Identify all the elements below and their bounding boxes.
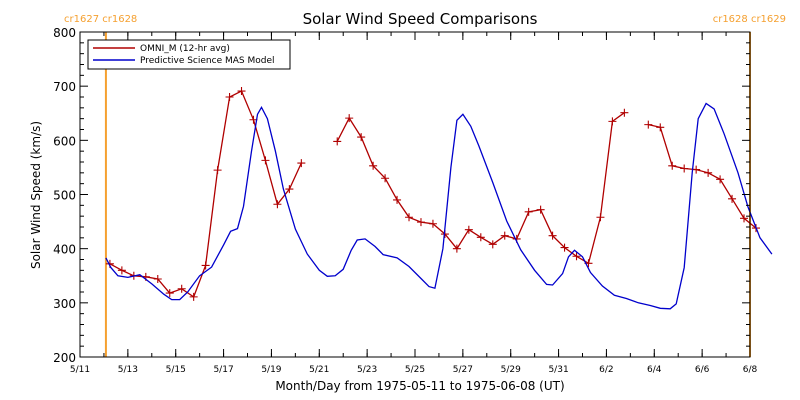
data-point-marker	[608, 117, 617, 126]
data-point-marker	[656, 123, 665, 132]
x-tick-label: 5/29	[501, 365, 521, 375]
series-line	[105, 102, 773, 310]
legend: OMNI_M (12-hr avg) Predictive Science MAS…	[87, 39, 291, 70]
y-tick-label: 300	[53, 297, 76, 311]
y-tick-label: 400	[53, 243, 76, 257]
y-tick-label: 700	[53, 80, 76, 94]
data-point-marker	[117, 266, 126, 275]
x-tick-label: 6/2	[599, 365, 613, 375]
data-point-marker	[393, 195, 402, 204]
data-point-marker	[548, 231, 557, 240]
data-point-marker	[213, 166, 222, 175]
data-point-marker	[536, 205, 545, 214]
data-point-marker	[237, 87, 246, 96]
x-tick-label: 5/21	[309, 365, 329, 375]
legend-box	[87, 39, 291, 70]
axes: 200 300 400 500 600 700 800 5/11 5/13 5/15 5/17 5/1…	[53, 26, 757, 375]
data-point-marker	[165, 289, 174, 298]
legend-label: Predictive Science MAS Model	[140, 56, 275, 66]
x-axis-label: Month/Day from 1975-05-11 to 1975-06-08 …	[275, 379, 564, 393]
data-point-marker	[692, 165, 701, 174]
legend-label: OMNI_M (12-hr avg)	[140, 44, 230, 54]
plot-frame	[79, 31, 751, 358]
x-tick-label: 5/25	[405, 365, 425, 375]
data-point-marker	[189, 292, 198, 301]
data-point-marker	[704, 168, 713, 177]
data-point-marker	[716, 175, 725, 184]
data-point-marker	[428, 219, 437, 228]
x-tick-label: 5/23	[357, 365, 377, 375]
y-axis-label: Solar Wind Speed (km/s)	[29, 121, 43, 269]
x-tick-label: 5/15	[166, 365, 186, 375]
data-point-marker	[728, 194, 737, 203]
x-tick-label: 5/13	[118, 365, 138, 375]
data-point-marker	[201, 261, 210, 270]
data-point-marker	[560, 243, 569, 252]
data-point-marker	[381, 174, 390, 183]
data-point-marker	[464, 225, 473, 234]
data-point-marker	[524, 207, 533, 216]
carrington-marker-label: cr1627 cr1628	[64, 14, 137, 25]
chart-title: Solar Wind Speed Comparisons	[303, 10, 538, 28]
x-tick-label: 5/19	[261, 365, 281, 375]
data-point-marker	[680, 164, 689, 173]
y-tick-label: 600	[53, 134, 76, 148]
x-tick-label: 6/6	[695, 365, 710, 375]
y-tick-label: 200	[53, 351, 76, 365]
x-tick-label: 5/17	[213, 365, 233, 375]
data-point-marker	[620, 108, 629, 117]
data-point-marker	[285, 185, 294, 194]
data-point-marker	[177, 284, 186, 293]
data-point-marker	[416, 218, 425, 227]
data-point-marker	[596, 213, 605, 222]
x-tick-label: 5/27	[453, 365, 473, 375]
data-point-marker	[225, 93, 234, 101]
x-tick-label: 6/8	[743, 365, 758, 375]
data-point-marker	[500, 231, 509, 240]
y-tick-label: 800	[53, 26, 76, 40]
y-tick-label: 500	[53, 189, 76, 203]
data-point-marker	[369, 161, 378, 170]
data-point-marker	[452, 244, 461, 253]
carrington-marker-label: cr1628 cr1629	[713, 14, 786, 25]
data-point-marker	[405, 213, 414, 222]
x-tick-label: 5/11	[70, 365, 90, 375]
data-point-marker	[644, 120, 653, 129]
x-tick-label: 6/4	[647, 365, 662, 375]
data-point-marker	[153, 275, 162, 283]
series-layer	[105, 87, 773, 310]
data-point-marker	[476, 233, 485, 242]
data-point-marker	[345, 114, 354, 123]
data-point-marker	[333, 137, 342, 146]
data-point-marker	[261, 156, 270, 165]
data-point-marker	[357, 133, 366, 142]
data-point-marker	[572, 252, 581, 261]
data-point-marker	[273, 200, 282, 209]
data-point-marker	[488, 240, 497, 249]
data-point-marker	[297, 159, 306, 168]
x-tick-label: 5/31	[548, 365, 568, 375]
data-point-marker	[740, 214, 749, 223]
series-line	[648, 123, 757, 229]
data-point-marker	[668, 161, 677, 170]
